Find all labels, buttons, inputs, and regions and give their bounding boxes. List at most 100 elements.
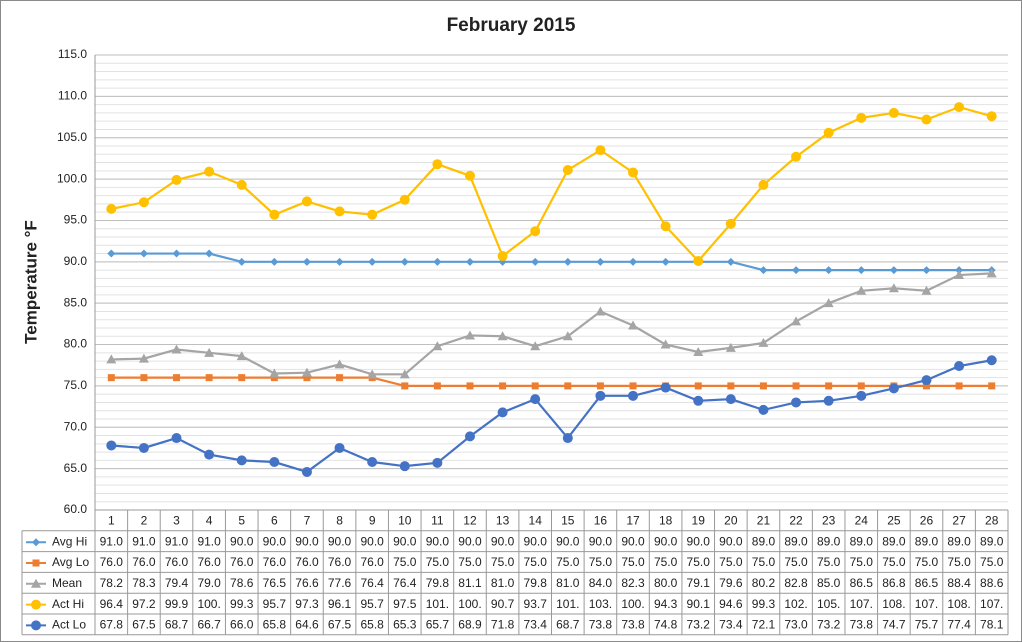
- table-cell: 90.0: [263, 534, 287, 548]
- table-cell: 100.: [458, 597, 481, 611]
- table-cell: 72.1: [752, 618, 776, 632]
- table-cell: 93.7: [524, 597, 548, 611]
- marker: [694, 382, 702, 390]
- table-cell: 79.8: [524, 576, 548, 590]
- legend-marker: [31, 599, 41, 610]
- x-tick-label: 6: [271, 514, 278, 528]
- table-cell: 77.4: [947, 618, 971, 632]
- table-cell: 76.0: [132, 555, 156, 569]
- marker: [269, 457, 280, 468]
- marker: [596, 257, 605, 266]
- marker: [367, 209, 378, 220]
- x-tick-label: 17: [626, 514, 640, 528]
- marker: [433, 382, 441, 390]
- marker: [335, 257, 344, 266]
- marker: [693, 346, 704, 356]
- table-cell: 86.5: [850, 576, 874, 590]
- table-cell: 81.0: [556, 576, 580, 590]
- marker: [334, 359, 345, 369]
- table-cell: 75.0: [850, 555, 874, 569]
- table-cell: 76.5: [263, 576, 287, 590]
- x-tick-label: 24: [855, 514, 869, 528]
- marker: [334, 206, 345, 217]
- table-cell: 68.9: [458, 618, 482, 632]
- table-cell: 90.0: [393, 534, 417, 548]
- table-cell: 90.7: [491, 597, 515, 611]
- marker: [888, 107, 899, 118]
- marker: [106, 440, 117, 451]
- marker: [432, 341, 443, 351]
- x-tick-label: 16: [594, 514, 608, 528]
- table-cell: 100.: [621, 597, 644, 611]
- x-tick-label: 19: [692, 514, 706, 528]
- table-cell: 75.0: [556, 555, 580, 569]
- marker: [954, 102, 965, 113]
- table-cell: 76.4: [360, 576, 384, 590]
- marker: [660, 382, 671, 393]
- marker: [823, 127, 834, 138]
- table-cell: 90.0: [491, 534, 515, 548]
- table-cell: 78.2: [100, 576, 124, 590]
- marker: [628, 167, 639, 178]
- x-tick-label: 1: [108, 514, 115, 528]
- table-cell: 75.0: [947, 555, 971, 569]
- marker: [823, 395, 834, 406]
- marker: [726, 257, 735, 266]
- table-cell: 80.0: [654, 576, 678, 590]
- table-cell: 75.0: [589, 555, 613, 569]
- table-cell: 95.7: [263, 597, 287, 611]
- table-cell: 96.4: [100, 597, 124, 611]
- marker: [791, 397, 802, 408]
- table-cell: 99.3: [230, 597, 254, 611]
- marker: [107, 249, 116, 258]
- legend-marker: [32, 559, 40, 567]
- table-cell: 81.0: [491, 576, 515, 590]
- series-line: [111, 376, 992, 388]
- x-tick-label: 28: [985, 514, 999, 528]
- table-cell: 97.2: [132, 597, 156, 611]
- table-cell: 76.0: [295, 555, 319, 569]
- marker: [628, 390, 639, 401]
- marker: [106, 354, 117, 364]
- table-cell: 90.0: [230, 534, 254, 548]
- table-cell: 67.5: [132, 618, 156, 632]
- x-tick-label: 15: [561, 514, 575, 528]
- marker: [465, 257, 474, 266]
- marker: [399, 369, 410, 379]
- table-cell: 76.0: [328, 555, 352, 569]
- y-tick-label: 85.0: [64, 295, 88, 309]
- marker: [791, 316, 802, 326]
- marker: [530, 226, 541, 237]
- marker: [856, 285, 867, 295]
- table-cell: 91.0: [132, 534, 156, 548]
- marker: [236, 455, 247, 466]
- marker: [138, 353, 149, 363]
- marker: [954, 361, 965, 372]
- table-cell: 73.8: [621, 618, 645, 632]
- marker: [888, 283, 899, 293]
- table-cell: 73.4: [524, 618, 548, 632]
- marker: [857, 382, 865, 390]
- marker: [171, 344, 182, 354]
- y-tick-label: 65.0: [64, 461, 88, 475]
- marker: [367, 457, 378, 468]
- marker: [336, 374, 344, 382]
- table-cell: 67.8: [100, 618, 124, 632]
- table-cell: 88.6: [980, 576, 1004, 590]
- table-cell: 86.5: [915, 576, 939, 590]
- legend-marker: [32, 538, 40, 547]
- marker: [888, 383, 899, 394]
- marker: [464, 431, 475, 442]
- table-cell: 85.0: [817, 576, 841, 590]
- marker: [596, 382, 604, 390]
- table-cell: 94.3: [654, 597, 678, 611]
- legend-marker: [31, 578, 41, 588]
- marker: [171, 433, 182, 444]
- table-cell: 71.8: [491, 618, 515, 632]
- table-cell: 90.0: [360, 534, 384, 548]
- table-cell: 75.0: [817, 555, 841, 569]
- marker: [205, 249, 214, 258]
- table-cell: 97.5: [393, 597, 417, 611]
- x-tick-label: 27: [952, 514, 966, 528]
- table-cell: 66.0: [230, 618, 254, 632]
